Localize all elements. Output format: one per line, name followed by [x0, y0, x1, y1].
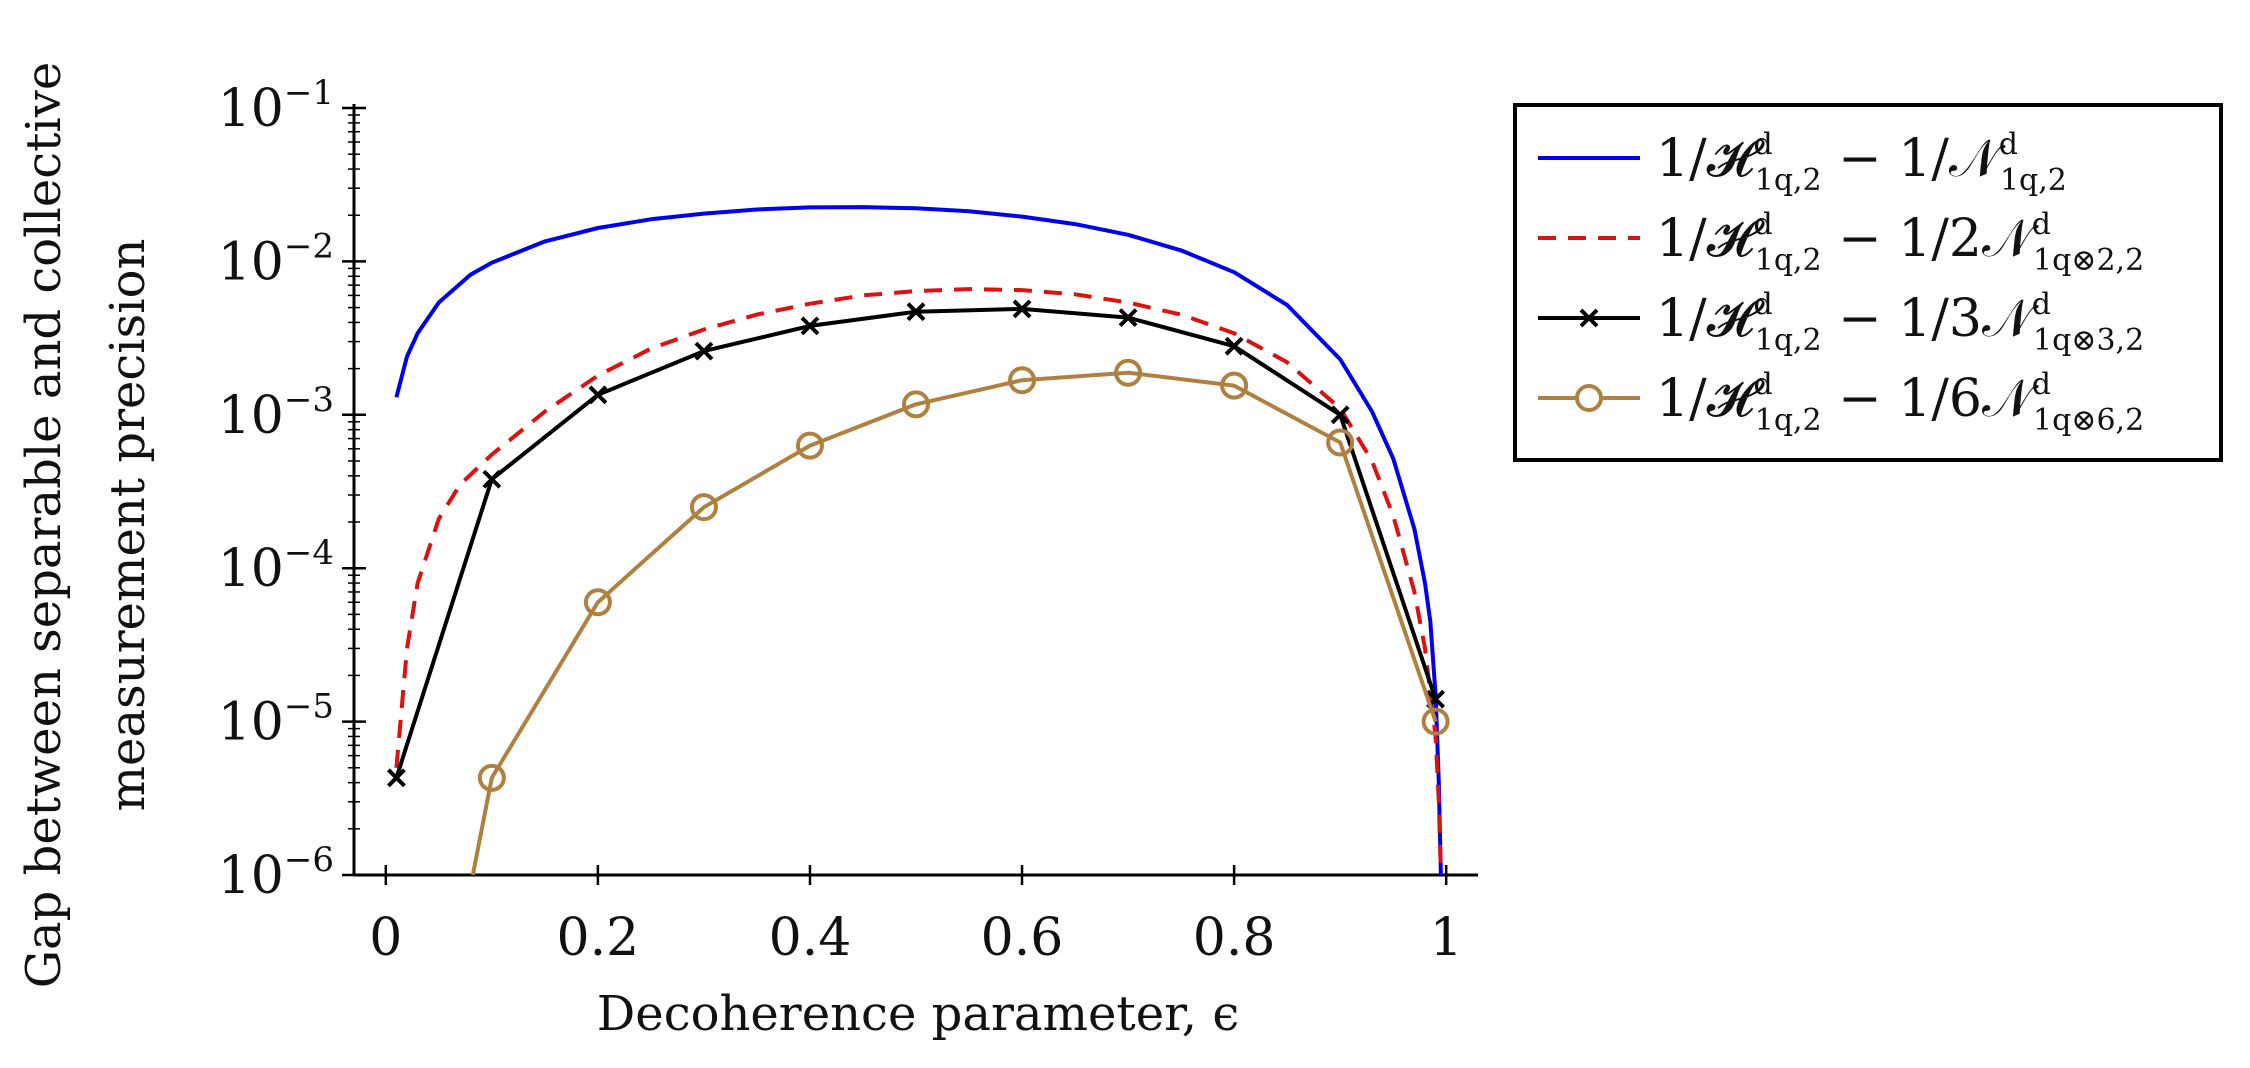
series-3-marker	[800, 316, 820, 336]
series-4-marker	[1220, 371, 1249, 400]
legend-label-1: 1/𝓗d 1q,2 − 1/𝒩d 1q,2	[1656, 127, 2067, 198]
x-tick-label: 0.6	[981, 908, 1064, 968]
series-line-4	[470, 370, 1438, 875]
series-4-marker	[1008, 366, 1037, 395]
x-tick-label: 0.8	[1193, 908, 1276, 968]
y-tick-label: 10−4	[218, 533, 334, 599]
series-3-marker	[1118, 308, 1138, 328]
series-4-marker	[1114, 358, 1143, 387]
x-tick-label: 0.4	[769, 908, 852, 968]
x-tick-label: 1	[1430, 908, 1463, 968]
series-3-marker	[1012, 299, 1032, 319]
y-tick-label: 10−3	[218, 380, 334, 446]
series-3-marker	[694, 341, 714, 361]
y-axis-title-line-1: Gap between separable and collective	[16, 62, 72, 989]
series-4-marker	[477, 763, 506, 792]
x-tick-label: 0.2	[557, 908, 640, 968]
y-tick-label: 10−2	[218, 226, 334, 292]
series-3-marker	[588, 385, 608, 405]
series-4-marker	[583, 588, 612, 617]
y-axis-title: Gap between separable and collective mea…	[16, 62, 156, 989]
series-4-marker	[1421, 707, 1450, 736]
series-3-marker	[906, 302, 926, 322]
y-tick-label: 10−5	[218, 687, 334, 753]
legend: 1/𝓗d 1q,2 − 1/𝒩d 1q,2 1/𝓗d 1q,2 − 1/2𝒩d 1q⊗2,…	[1513, 103, 2223, 462]
legend-marker-4	[1575, 384, 1603, 412]
series-4-marker	[902, 390, 930, 419]
series-4-marker	[795, 431, 824, 460]
y-tick-label: 10−1	[218, 73, 334, 139]
series-line-2	[394, 287, 1443, 875]
y-axis-title-line-2: measurement precision	[100, 239, 156, 812]
series-3-marker	[1224, 336, 1244, 356]
legend-label-4: 1/𝓗d 1q,2 − 1/6𝒩d 1q⊗6,2	[1656, 367, 2144, 438]
series-3-marker	[387, 768, 406, 788]
x-tick-label: 0	[369, 908, 402, 968]
series-4-marker	[689, 493, 718, 522]
legend-label-3: 1/𝓗d 1q,2 − 1/3𝒩d 1q⊗3,2	[1656, 287, 2144, 358]
legend-marker-3	[1579, 308, 1599, 328]
y-tick-label: 10−6	[218, 840, 334, 906]
series-line-1	[394, 205, 1443, 875]
legend-box	[1513, 103, 2223, 462]
series-3-marker	[1330, 405, 1350, 425]
x-axis-title: Decoherence parameter, ϵ	[597, 986, 1239, 1042]
series-line-3	[394, 306, 1438, 779]
legend-label-2: 1/𝓗d 1q,2 − 1/2𝒩d 1q⊗2,2	[1656, 207, 2144, 278]
series-3-marker	[482, 469, 502, 489]
axes: 10−1 10−2 10−3 10−4 10−5 10−6 0 0.2 0.4 0.6 0.8 1	[218, 73, 1478, 968]
plot-area	[387, 205, 1450, 875]
series-4-marker	[1326, 428, 1355, 457]
